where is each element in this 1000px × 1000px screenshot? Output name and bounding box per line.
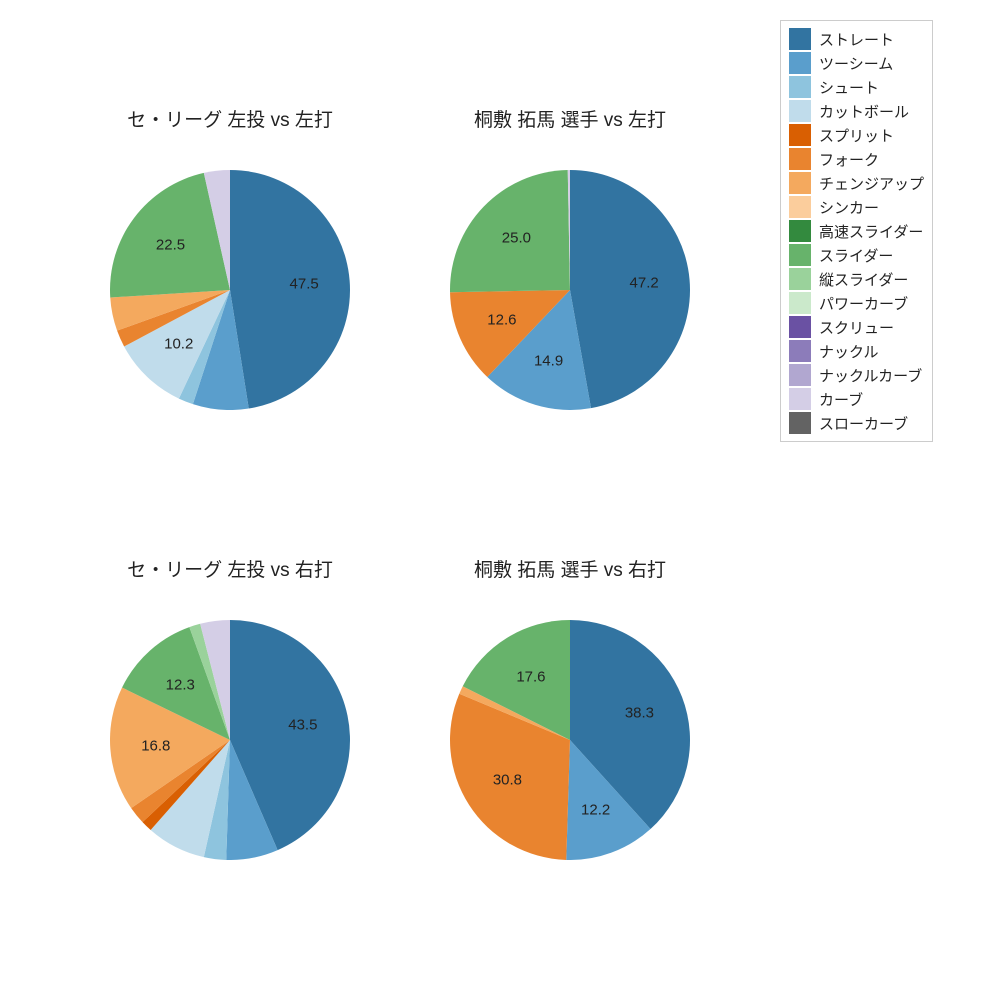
legend-swatch — [789, 220, 811, 242]
legend-label: ツーシーム — [819, 53, 893, 74]
pie-label: 47.5 — [290, 276, 319, 293]
legend-label: ストレート — [819, 29, 894, 50]
legend-item: フォーク — [789, 147, 924, 171]
legend-swatch — [789, 52, 811, 74]
pie-label: 22.5 — [156, 237, 185, 254]
legend-item: 高速スライダー — [789, 219, 924, 243]
legend-item: スライダー — [789, 243, 924, 267]
pie-label: 10.2 — [164, 335, 193, 352]
legend-item: ナックルカーブ — [789, 363, 924, 387]
legend-swatch — [789, 76, 811, 98]
legend-swatch — [789, 148, 811, 170]
legend: ストレートツーシームシュートカットボールスプリットフォークチェンジアップシンカー… — [780, 20, 933, 442]
legend-label: チェンジアップ — [819, 173, 924, 194]
legend-swatch — [789, 412, 811, 434]
legend-item: カーブ — [789, 387, 924, 411]
pie-label: 30.8 — [493, 772, 522, 789]
legend-item: スローカーブ — [789, 411, 924, 435]
legend-label: 高速スライダー — [819, 221, 923, 242]
pie-label: 47.2 — [630, 275, 659, 292]
legend-label: ナックル — [819, 341, 879, 362]
pie-label: 16.8 — [141, 737, 170, 754]
legend-label: フォーク — [819, 149, 879, 170]
pie-chart-bottom-right: 38.3 12.2 30.8 17.6 — [450, 620, 690, 860]
legend-item: カットボール — [789, 99, 924, 123]
legend-swatch — [789, 268, 811, 290]
legend-swatch — [789, 316, 811, 338]
legend-label: シュート — [819, 77, 879, 98]
figure: セ・リーグ 左投 vs 左打 桐敷 拓馬 選手 vs 左打 セ・リーグ 左投 v… — [0, 0, 1000, 1000]
chart-title-bottom-right: 桐敷 拓馬 選手 vs 右打 — [420, 555, 720, 582]
pie-chart-top-right: 47.2 14.9 12.6 25.0 — [450, 170, 690, 410]
pie-label: 17.6 — [516, 668, 545, 685]
pie-label: 25.0 — [502, 230, 531, 247]
legend-item: 縦スライダー — [789, 267, 924, 291]
legend-swatch — [789, 124, 811, 146]
legend-swatch — [789, 244, 811, 266]
legend-swatch — [789, 340, 811, 362]
legend-item: スプリット — [789, 123, 924, 147]
legend-swatch — [789, 388, 811, 410]
pie-label: 43.5 — [288, 716, 317, 733]
legend-item: シュート — [789, 75, 924, 99]
legend-swatch — [789, 172, 811, 194]
legend-swatch — [789, 364, 811, 386]
pie-label: 12.2 — [581, 801, 610, 818]
legend-item: スクリュー — [789, 315, 924, 339]
pie-chart-top-left: 47.5 10.2 22.5 — [110, 170, 350, 410]
legend-swatch — [789, 292, 811, 314]
legend-label: スローカーブ — [819, 413, 908, 434]
legend-label: パワーカーブ — [819, 293, 908, 314]
legend-item: パワーカーブ — [789, 291, 924, 315]
legend-swatch — [789, 28, 811, 50]
pie-label: 14.9 — [534, 353, 563, 370]
legend-label: 縦スライダー — [819, 269, 908, 290]
legend-item: シンカー — [789, 195, 924, 219]
legend-label: スクリュー — [819, 317, 894, 338]
legend-swatch — [789, 196, 811, 218]
legend-label: ナックルカーブ — [819, 365, 922, 386]
legend-label: シンカー — [819, 197, 879, 218]
legend-label: カーブ — [819, 389, 863, 410]
pie-label: 12.6 — [487, 311, 516, 328]
pie-label: 12.3 — [166, 676, 195, 693]
legend-label: カットボール — [819, 101, 909, 122]
chart-title-top-left: セ・リーグ 左投 vs 左打 — [80, 105, 380, 132]
legend-item: ストレート — [789, 27, 924, 51]
legend-label: スライダー — [819, 245, 893, 266]
legend-item: チェンジアップ — [789, 171, 924, 195]
legend-swatch — [789, 100, 811, 122]
pie-chart-bottom-left: 43.5 16.8 12.3 — [110, 620, 350, 860]
legend-item: ツーシーム — [789, 51, 924, 75]
pie-label: 38.3 — [625, 705, 654, 722]
legend-label: スプリット — [819, 125, 894, 146]
chart-title-top-right: 桐敷 拓馬 選手 vs 左打 — [420, 105, 720, 132]
legend-item: ナックル — [789, 339, 924, 363]
chart-title-bottom-left: セ・リーグ 左投 vs 右打 — [80, 555, 380, 582]
